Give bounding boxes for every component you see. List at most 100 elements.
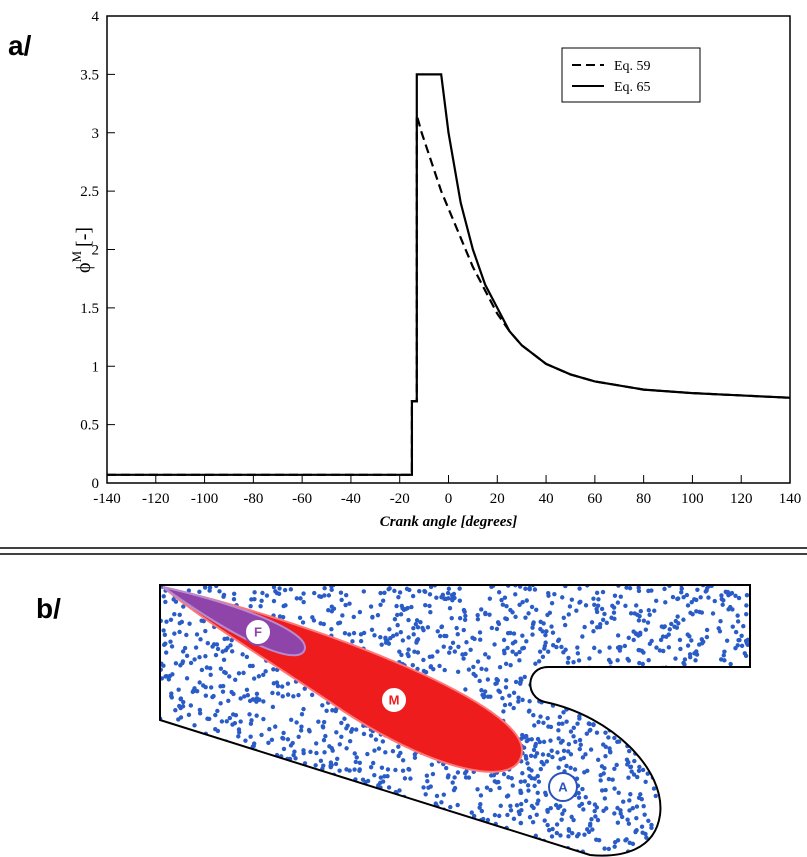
particle	[681, 833, 686, 839]
particle	[170, 827, 175, 833]
particle	[631, 712, 637, 717]
particle	[492, 642, 497, 647]
x-tick-label: -140	[93, 491, 121, 507]
particle	[230, 824, 235, 830]
particle	[327, 780, 333, 786]
particle	[351, 614, 356, 620]
particle	[191, 779, 196, 784]
particle	[314, 774, 320, 780]
particle	[687, 804, 693, 809]
particle	[176, 838, 181, 843]
particle	[322, 810, 328, 816]
particle	[544, 629, 549, 634]
particle	[233, 677, 238, 682]
panel-label: b/	[36, 593, 61, 624]
particle	[724, 843, 730, 849]
particle	[587, 728, 592, 733]
particle	[219, 849, 225, 854]
particle	[695, 791, 700, 797]
particle	[405, 844, 410, 849]
particle	[727, 702, 732, 707]
particle	[625, 817, 630, 822]
particle	[456, 644, 461, 649]
particle	[331, 789, 336, 795]
particle	[505, 812, 510, 818]
particle	[280, 694, 285, 699]
particle	[580, 786, 585, 792]
particle	[321, 621, 327, 627]
particle	[335, 756, 340, 761]
particle	[701, 799, 707, 804]
particle	[396, 823, 401, 828]
particle	[677, 637, 683, 643]
particle	[445, 590, 451, 596]
particle	[518, 849, 523, 855]
particle	[628, 611, 634, 616]
particle	[411, 818, 416, 824]
particle	[739, 801, 744, 806]
particle	[564, 719, 569, 724]
particle	[659, 624, 665, 629]
particle	[685, 690, 690, 695]
particle	[334, 730, 339, 735]
y-axis-label: ϕM[-]	[69, 227, 95, 273]
particle	[685, 752, 690, 757]
particle	[477, 678, 482, 684]
particle	[655, 751, 660, 756]
particle	[278, 784, 283, 789]
particle	[177, 629, 182, 635]
particle	[412, 755, 418, 760]
particle	[542, 646, 547, 651]
particle	[218, 666, 224, 671]
particle	[216, 811, 221, 816]
particle	[176, 833, 182, 838]
particle	[186, 819, 191, 824]
particle	[186, 798, 191, 804]
particle	[242, 694, 247, 699]
particle	[252, 824, 257, 830]
particle	[461, 607, 467, 613]
particle	[664, 771, 670, 776]
y-tick-label: 2.5	[80, 184, 99, 200]
particle	[621, 799, 626, 804]
particle	[566, 828, 572, 833]
particle	[736, 595, 742, 601]
particle	[565, 693, 570, 698]
particle	[211, 755, 217, 760]
particle	[277, 779, 282, 784]
particle	[693, 817, 699, 823]
particle	[594, 837, 599, 842]
particle	[160, 812, 165, 817]
particle	[329, 609, 335, 614]
particle	[339, 833, 344, 838]
particle	[324, 708, 329, 714]
particle	[421, 785, 426, 790]
particle	[497, 840, 502, 845]
particle	[715, 783, 720, 788]
particle	[526, 709, 532, 714]
particle	[716, 768, 722, 774]
particle	[683, 825, 688, 830]
particle	[497, 664, 503, 670]
particle	[222, 832, 228, 838]
particle	[413, 621, 419, 627]
particle	[445, 775, 451, 780]
y-tick-label: 1.5	[80, 301, 99, 317]
particle	[688, 765, 694, 770]
particle	[711, 770, 716, 776]
particle	[271, 681, 277, 686]
particle	[392, 843, 397, 848]
particle	[171, 597, 176, 602]
particle	[671, 834, 676, 839]
particle	[564, 763, 569, 769]
particle	[229, 689, 234, 695]
particle	[271, 585, 277, 590]
particle	[454, 625, 459, 631]
particle	[188, 741, 193, 746]
particle	[582, 832, 587, 837]
particle	[599, 685, 605, 691]
particle	[388, 825, 393, 831]
particle	[250, 783, 256, 789]
particle	[188, 743, 193, 748]
particle	[636, 588, 642, 594]
